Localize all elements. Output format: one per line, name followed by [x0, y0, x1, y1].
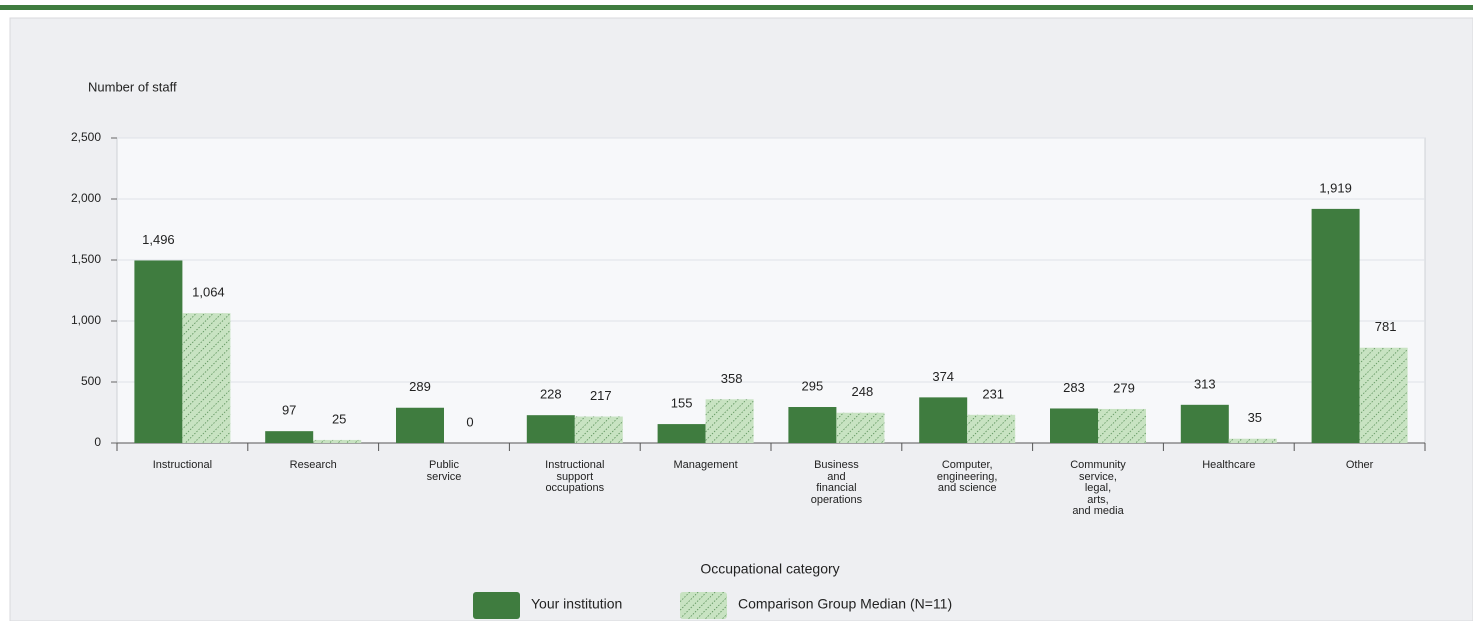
x-tick-label: Public service [426, 459, 462, 483]
value-label: 97 [282, 403, 296, 418]
y-tick-label: 1,500 [71, 252, 101, 266]
bar [1228, 438, 1277, 443]
bar [657, 424, 706, 443]
x-tick-label: Instructional [152, 459, 213, 471]
y-tick-label: 500 [81, 374, 101, 388]
bar [134, 260, 183, 443]
value-label: 781 [1375, 319, 1397, 334]
x-tick-label: Instructional support occupations [545, 459, 605, 494]
legend-swatch [473, 592, 520, 619]
value-label: 0 [466, 414, 473, 429]
x-tick-label: Management [673, 459, 738, 471]
y-tick-label: 1,000 [71, 313, 101, 327]
bar [836, 412, 885, 443]
x-tick-label: Other [1345, 459, 1374, 471]
plot-area [116, 137, 1426, 444]
value-label: 35 [1248, 410, 1262, 425]
y-tick-label: 2,500 [71, 130, 101, 144]
bar [1180, 404, 1229, 443]
top-bar [0, 5, 1473, 10]
value-label: 25 [332, 411, 346, 426]
legend-label: Your institution [531, 596, 622, 612]
bar [574, 416, 623, 443]
value-label: 1,919 [1319, 180, 1352, 195]
x-axis-title: Occupational category [700, 561, 839, 577]
bar [1050, 408, 1098, 443]
bar [788, 407, 837, 443]
x-tick-label: Business and financial operations [810, 459, 863, 506]
value-label: 155 [671, 396, 693, 411]
value-label: 283 [1063, 380, 1085, 395]
x-tick-label: Computer, engineering, and science [936, 459, 998, 494]
value-label: 1,496 [142, 232, 175, 247]
bar [526, 415, 575, 443]
x-tick-label: Healthcare [1202, 459, 1256, 471]
value-label: 248 [852, 384, 874, 399]
bar [1311, 208, 1360, 443]
legend-label: Comparison Group Median (N=11) [738, 596, 952, 612]
bar [705, 399, 754, 443]
value-label: 374 [932, 369, 954, 384]
value-label: 231 [982, 386, 1004, 401]
value-label: 228 [540, 387, 562, 402]
bar [919, 397, 968, 443]
bar [313, 439, 362, 443]
bar [1359, 347, 1408, 443]
bar [967, 414, 1016, 443]
x-tick-label: Research [289, 459, 337, 471]
y-tick-label: 2,000 [71, 191, 101, 205]
bar [1098, 408, 1146, 443]
value-label: 289 [409, 379, 431, 394]
bar [265, 431, 314, 443]
value-label: 358 [721, 371, 743, 386]
legend-swatch [680, 592, 727, 619]
y-tick-label: 0 [94, 435, 101, 449]
value-label: 217 [590, 388, 612, 403]
bar [182, 313, 231, 443]
bar [396, 407, 444, 443]
x-tick-label: Community service, legal, arts, and medi… [1070, 459, 1126, 517]
value-label: 279 [1113, 380, 1135, 395]
y-axis-title: Number of staff [88, 79, 177, 94]
value-label: 313 [1194, 376, 1216, 391]
value-label: 1,064 [192, 285, 225, 300]
value-label: 295 [802, 378, 824, 393]
